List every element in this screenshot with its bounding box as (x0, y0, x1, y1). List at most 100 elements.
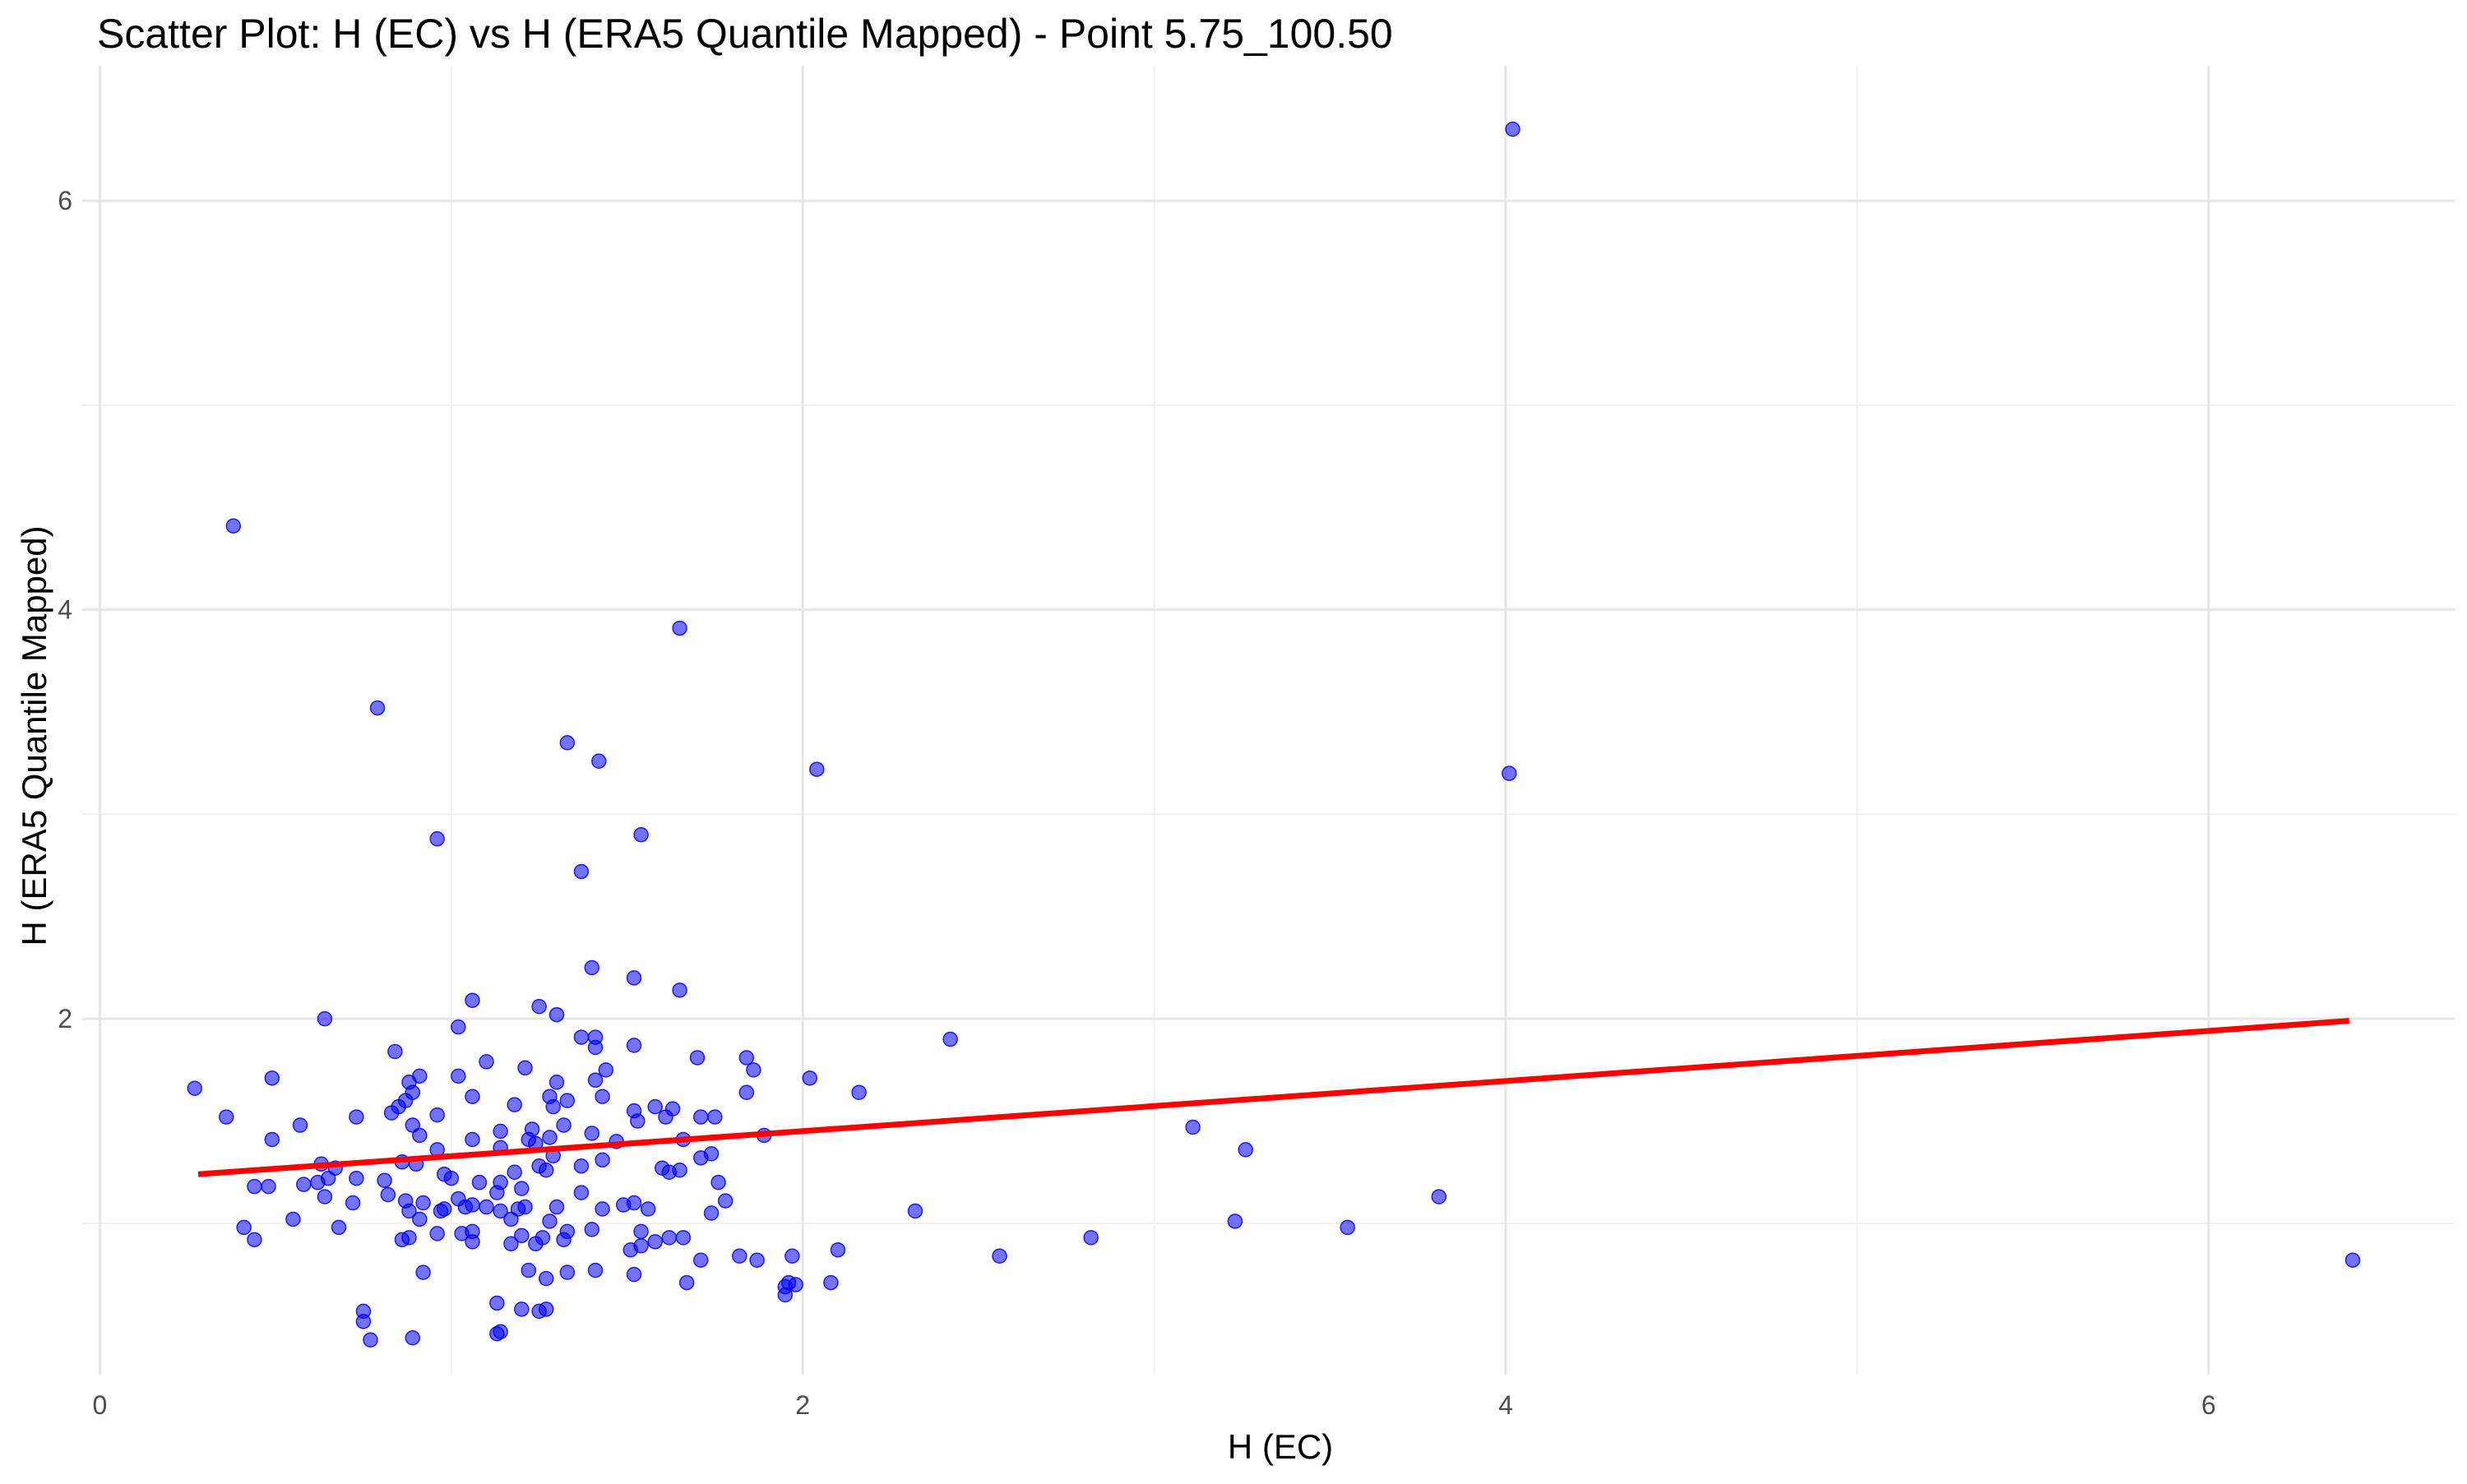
data-point (514, 1227, 530, 1244)
data-point (545, 1098, 561, 1115)
data-point (292, 1117, 308, 1133)
data-point (1238, 1142, 1253, 1158)
data-point (738, 1084, 755, 1100)
data-point (429, 1107, 445, 1123)
data-point (514, 1301, 530, 1317)
data-point (401, 1203, 417, 1219)
data-point (623, 1242, 639, 1258)
data-point (626, 970, 642, 986)
data-point (802, 1070, 817, 1086)
data-point (331, 1219, 347, 1236)
data-point (310, 1174, 326, 1190)
x-tick-label: 4 (1498, 1390, 1513, 1420)
tick-labels: 0 2 4 6 2 4 6 (58, 186, 2216, 1420)
data-point (559, 735, 576, 751)
data-point (394, 1232, 410, 1248)
data-point (2344, 1252, 2361, 1268)
data-point (387, 1043, 403, 1060)
data-point (542, 1214, 558, 1229)
data-point (503, 1236, 519, 1252)
data-point (992, 1248, 1007, 1264)
data-point (225, 518, 242, 534)
data-point (823, 1274, 839, 1291)
data-point (692, 1150, 709, 1166)
data-point (317, 1189, 333, 1204)
data-point (187, 1080, 203, 1096)
data-point (1431, 1189, 1447, 1204)
data-point (591, 753, 607, 769)
y-tick-label: 2 (58, 1004, 72, 1033)
data-point (1340, 1219, 1355, 1236)
data-point (732, 1248, 748, 1264)
data-point (345, 1195, 361, 1211)
data-point (573, 1185, 590, 1200)
points-layer (187, 121, 2361, 1348)
data-point (465, 992, 480, 1009)
data-point (377, 1172, 392, 1188)
data-point (548, 1199, 565, 1215)
grid-layer (82, 66, 2455, 1375)
data-point (218, 1109, 234, 1125)
data-point (587, 1072, 604, 1089)
data-point (471, 1174, 488, 1190)
x-tick-label: 6 (2201, 1390, 2216, 1420)
data-point (415, 1264, 431, 1280)
data-point (412, 1211, 428, 1227)
chart-title: Scatter Plot: H (EC) vs H (ERA5 Quantile… (97, 11, 1393, 57)
data-point (264, 1131, 280, 1148)
data-point (851, 1084, 867, 1100)
data-point (598, 1062, 614, 1078)
data-point (454, 1226, 470, 1241)
data-point (493, 1324, 508, 1340)
data-point (443, 1170, 460, 1186)
data-point (429, 831, 445, 847)
data-point (363, 1332, 378, 1348)
data-point (1502, 765, 1517, 781)
trend-line (197, 1018, 2350, 1177)
data-point (1185, 1119, 1201, 1135)
data-point (538, 1270, 554, 1287)
data-point (809, 761, 825, 777)
data-point (595, 1201, 610, 1217)
data-point (710, 1174, 726, 1190)
data-point (595, 1152, 610, 1168)
data-point (672, 982, 687, 998)
data-point (615, 1197, 632, 1213)
x-axis-label: H (EC) (1228, 1427, 1333, 1466)
data-point (264, 1070, 280, 1086)
trend-layer (197, 1018, 2350, 1177)
data-point (479, 1199, 494, 1215)
data-point (531, 1303, 547, 1320)
data-point (521, 1262, 537, 1278)
y-tick-label: 6 (58, 186, 72, 215)
data-point (647, 1234, 663, 1250)
data-point (479, 1054, 494, 1070)
data-point (542, 1130, 558, 1145)
data-point (247, 1232, 262, 1248)
x-tick-label: 2 (795, 1390, 810, 1420)
data-point (559, 1264, 576, 1280)
data-point (317, 1010, 333, 1027)
data-point (538, 1163, 554, 1178)
data-point (528, 1236, 544, 1252)
data-point (707, 1109, 723, 1125)
data-point (457, 1199, 474, 1215)
data-point (489, 1185, 505, 1200)
data-point (429, 1226, 445, 1241)
data-point (633, 1223, 649, 1240)
data-point (703, 1205, 720, 1221)
data-point (830, 1242, 846, 1258)
data-point (507, 1164, 522, 1180)
data-point (672, 620, 687, 636)
data-point (573, 1029, 590, 1045)
data-point (907, 1203, 923, 1219)
data-point (785, 1248, 800, 1264)
data-point (465, 1089, 480, 1104)
data-point (658, 1109, 673, 1125)
data-point (661, 1164, 678, 1180)
data-point (531, 999, 547, 1015)
data-point (1083, 1230, 1099, 1246)
data-point (355, 1314, 372, 1329)
